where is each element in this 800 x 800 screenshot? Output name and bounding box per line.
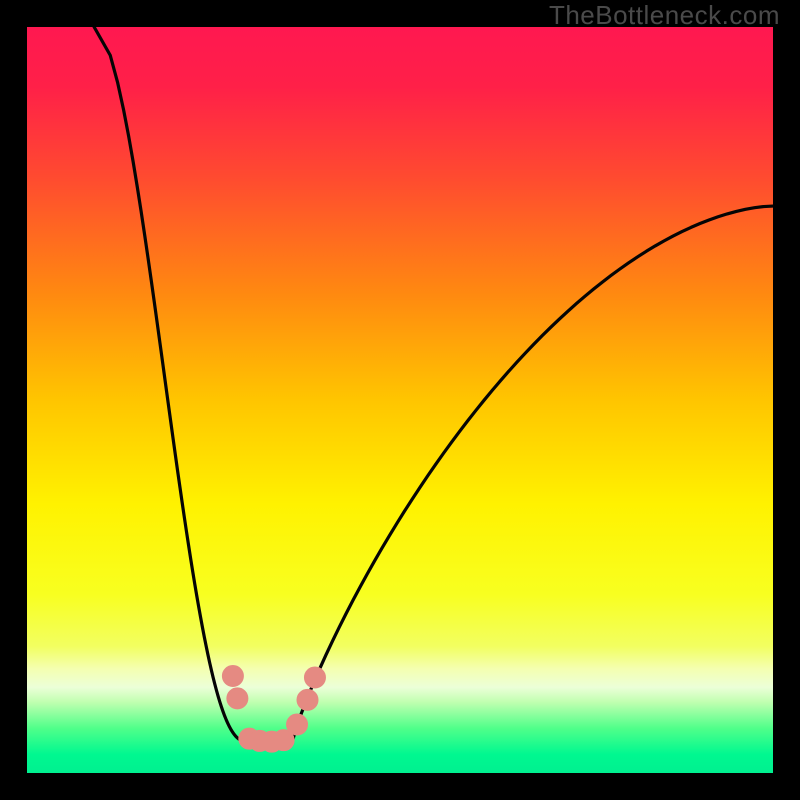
data-marker: [222, 666, 243, 687]
outer-frame: [0, 0, 800, 800]
plot-area: [27, 27, 773, 773]
chart-svg: [27, 27, 773, 773]
data-marker: [227, 688, 248, 709]
data-marker: [304, 667, 325, 688]
data-marker: [297, 689, 318, 710]
data-marker: [287, 714, 308, 735]
watermark-text: TheBottleneck.com: [549, 0, 780, 31]
bottleneck-curve: [94, 27, 773, 743]
